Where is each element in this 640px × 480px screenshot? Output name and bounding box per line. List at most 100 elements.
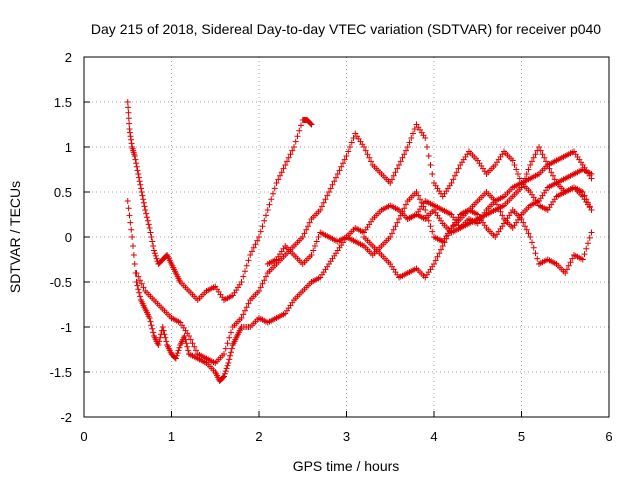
- data-point: [135, 286, 142, 293]
- data-point: [135, 174, 142, 181]
- data-point: [392, 169, 399, 176]
- data-point: [527, 162, 534, 168]
- data-point: [404, 144, 411, 150]
- data-point: [390, 172, 397, 179]
- data-point: [259, 223, 266, 230]
- data-point: [125, 205, 132, 212]
- data-point: [135, 273, 142, 280]
- data-point: [336, 167, 343, 174]
- data-point: [310, 247, 317, 254]
- series-arc-4: [264, 189, 595, 276]
- data-point: [193, 347, 199, 354]
- data-point: [429, 171, 436, 177]
- data-point: [523, 171, 530, 177]
- plot-frame: [83, 56, 610, 418]
- series-arc-3: [133, 121, 595, 366]
- x-tick-label: 0: [80, 429, 87, 444]
- data-point: [184, 343, 191, 350]
- data-point: [128, 226, 135, 233]
- data-point: [131, 261, 138, 267]
- data-point: [282, 162, 289, 168]
- data-point: [450, 176, 457, 183]
- data-point: [124, 198, 131, 204]
- data-point: [322, 196, 329, 203]
- data-point: [312, 243, 318, 249]
- data-point: [141, 203, 148, 210]
- data-point: [408, 135, 415, 141]
- data-point: [245, 257, 252, 264]
- y-tick-label: -1.5: [50, 365, 72, 380]
- data-point: [436, 250, 443, 257]
- data-point: [343, 153, 350, 159]
- data-point: [520, 180, 527, 186]
- data-point: [157, 334, 164, 341]
- data-point: [588, 207, 595, 213]
- data-point: [257, 228, 264, 235]
- data-point: [138, 280, 145, 287]
- data-point: [250, 244, 257, 251]
- data-point: [401, 205, 408, 212]
- data-point: [126, 120, 133, 127]
- data-point: [415, 192, 422, 199]
- data-point: [133, 163, 140, 170]
- data-point: [453, 169, 460, 176]
- data-point: [249, 248, 255, 255]
- data-point: [298, 122, 304, 129]
- data-point: [287, 151, 294, 158]
- data-point: [308, 121, 315, 128]
- data-point: [149, 238, 156, 245]
- data-point: [285, 154, 292, 161]
- data-point: [261, 217, 268, 224]
- data-point: [139, 192, 146, 199]
- data-point: [564, 266, 570, 273]
- data-point: [299, 234, 306, 240]
- data-point: [149, 325, 156, 332]
- data-point: [567, 259, 574, 266]
- data-point: [127, 129, 134, 136]
- series-arc-2: [124, 148, 595, 384]
- data-point: [529, 158, 535, 165]
- data-point: [341, 156, 348, 163]
- data-point: [226, 356, 233, 363]
- data-point: [156, 338, 163, 345]
- data-point: [313, 238, 320, 245]
- data-point: [586, 203, 593, 210]
- data-point: [338, 163, 345, 170]
- data-point: [161, 331, 168, 338]
- data-point: [520, 219, 527, 226]
- data-point: [172, 355, 179, 362]
- data-point: [127, 219, 134, 226]
- data-point: [406, 139, 413, 146]
- data-point: [532, 151, 539, 158]
- data-point: [238, 315, 245, 321]
- data-point: [537, 147, 544, 154]
- data-point: [240, 311, 247, 318]
- data-point: [147, 229, 154, 236]
- data-point: [151, 250, 158, 257]
- data-point: [223, 365, 230, 372]
- data-point: [326, 189, 332, 195]
- y-tick-label: 0.5: [54, 185, 72, 200]
- data-point: [319, 203, 325, 210]
- data-point: [424, 144, 430, 150]
- data-point: [292, 138, 299, 145]
- data-point: [133, 279, 140, 285]
- data-point: [243, 304, 250, 311]
- data-point: [245, 300, 252, 307]
- series-arc-5: [361, 166, 595, 281]
- data-point: [397, 158, 404, 165]
- data-point: [427, 223, 434, 230]
- data-point: [422, 207, 429, 213]
- data-point: [137, 277, 143, 284]
- data-point: [273, 180, 280, 186]
- data-point: [534, 255, 541, 262]
- data-point: [509, 157, 516, 164]
- data-point: [581, 192, 588, 199]
- data-point: [130, 243, 136, 249]
- data-point: [277, 172, 283, 179]
- data-point: [334, 171, 341, 177]
- data-point: [257, 284, 264, 291]
- x-tick-label: 6: [605, 429, 612, 444]
- y-tick-label: -1: [60, 320, 72, 335]
- data-point: [420, 203, 427, 210]
